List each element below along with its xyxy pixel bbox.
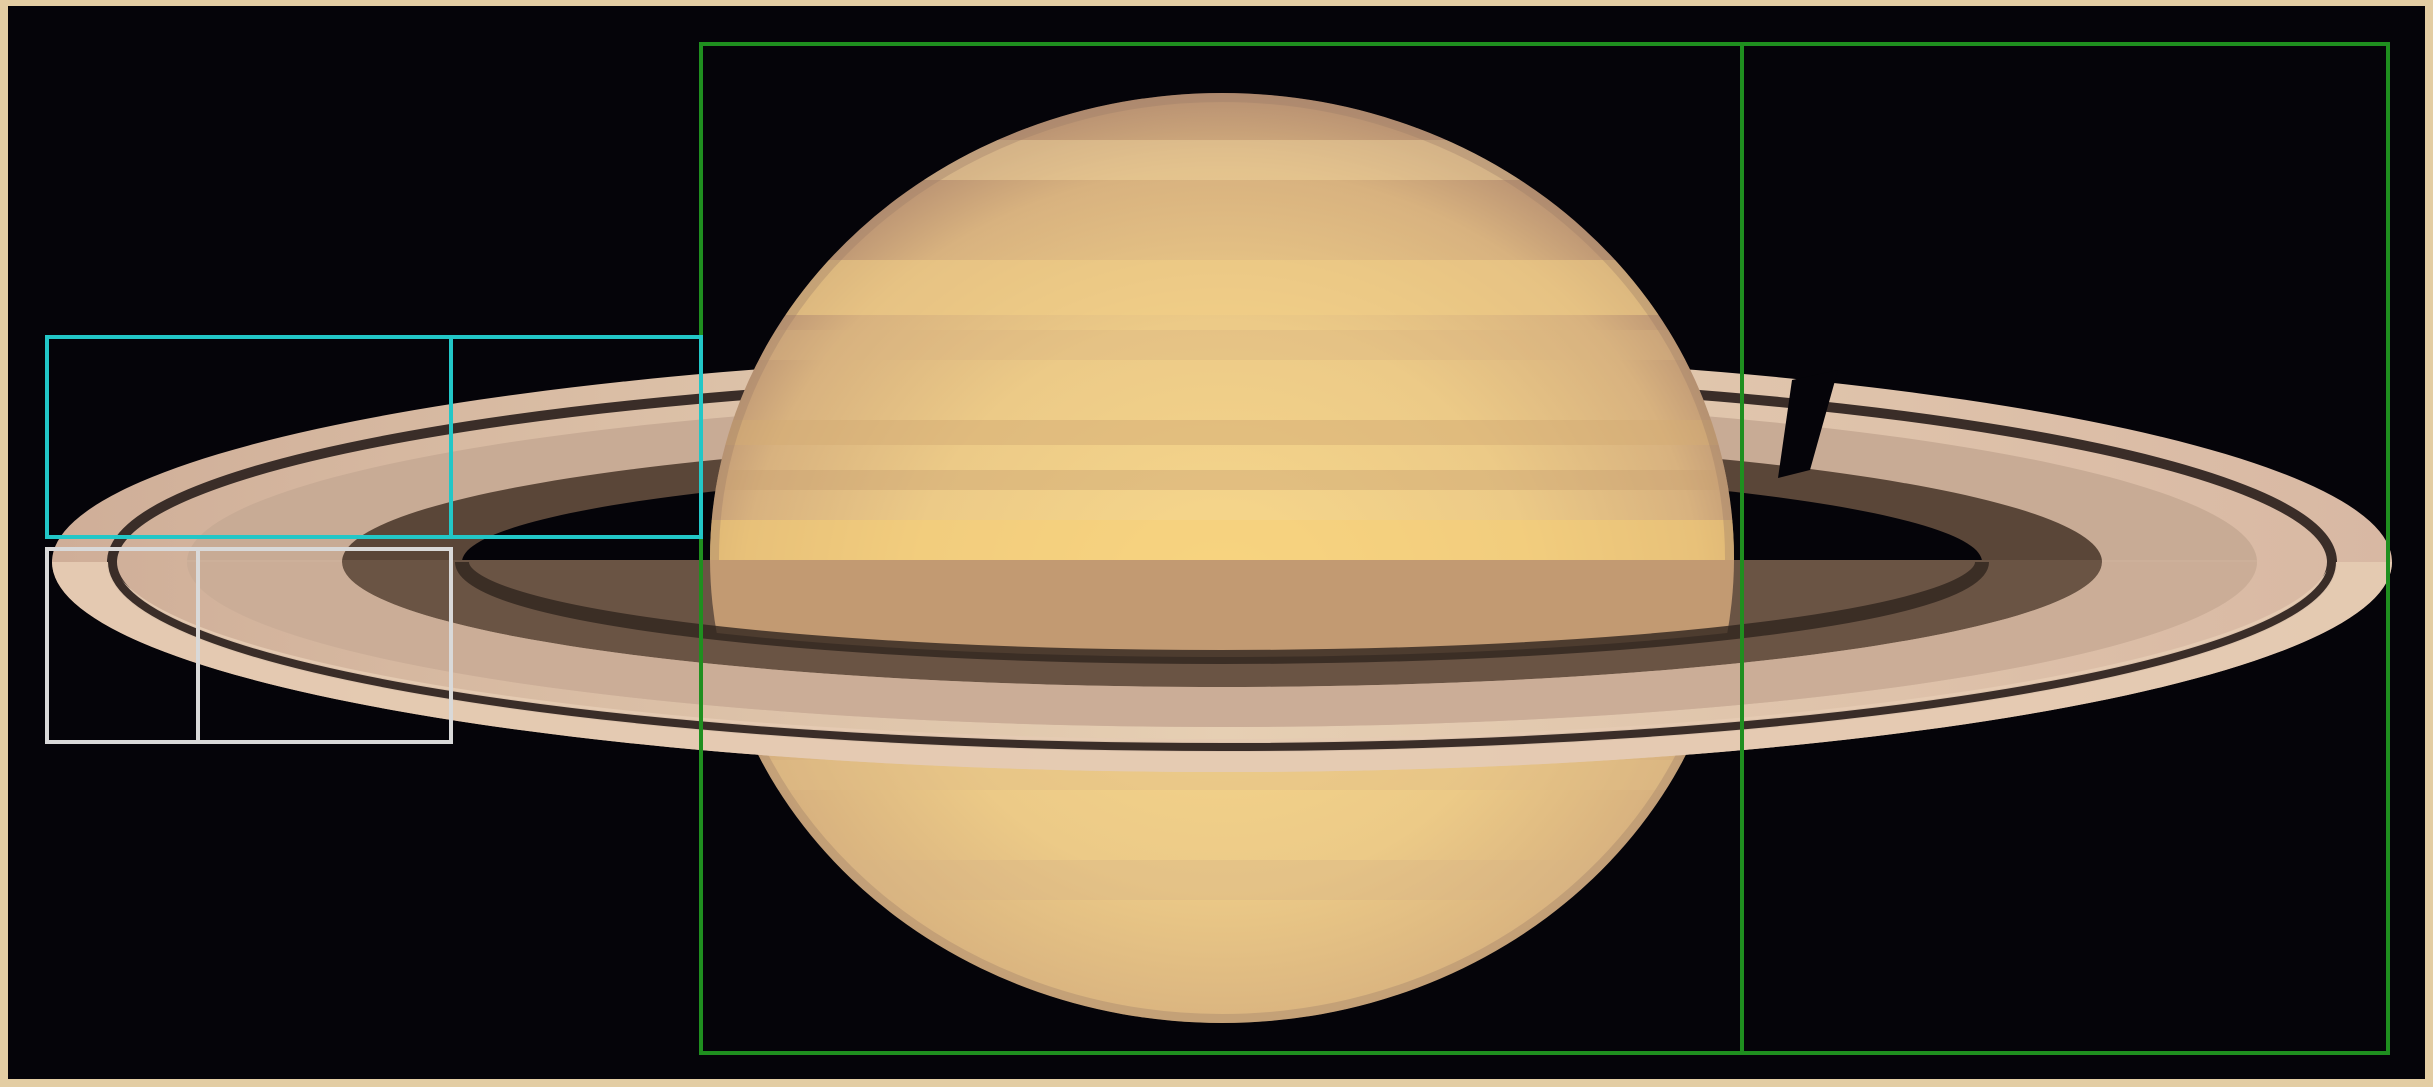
planet-under-rings [710, 560, 1734, 657]
green-rect-outer [699, 42, 2390, 1055]
overlay-golden-rectangles [45, 42, 2390, 1055]
cyan-rect-outer [45, 335, 703, 539]
white-rect-outer [45, 547, 453, 744]
ring-shadow-right [1778, 370, 1838, 478]
ring-band-front [52, 561, 2392, 772]
